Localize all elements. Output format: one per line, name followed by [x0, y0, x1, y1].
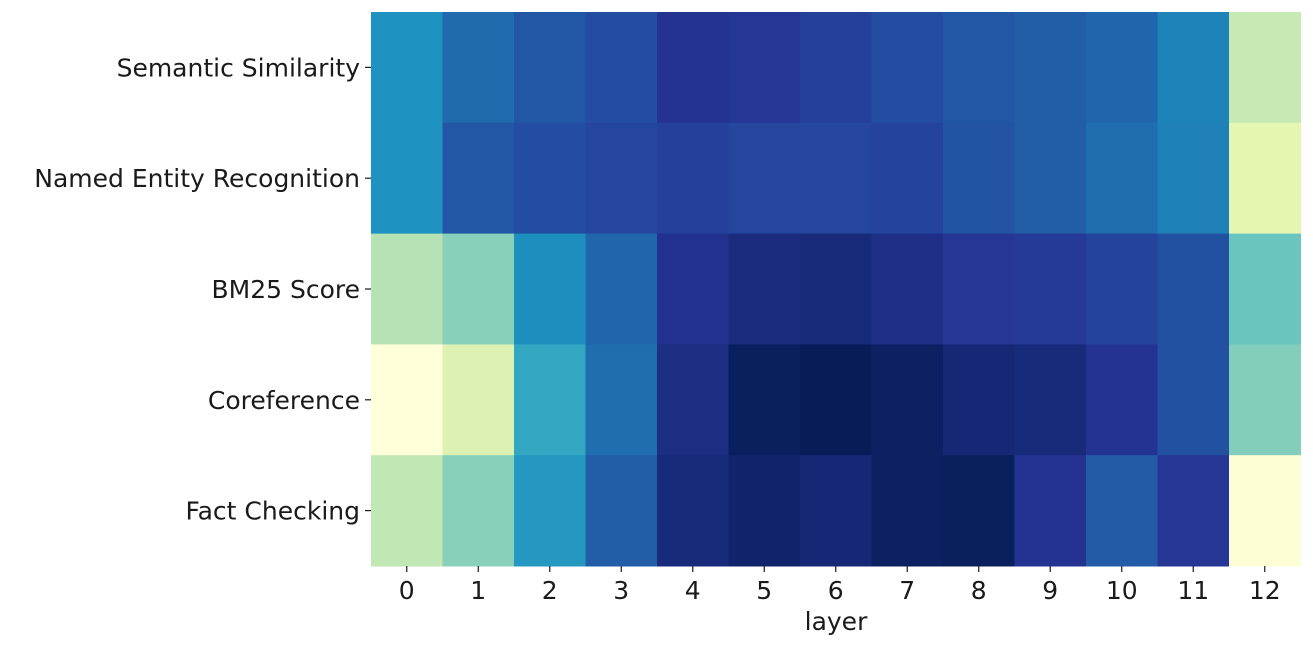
y-tick-label: Coreference: [208, 386, 360, 415]
heatmap-cell: [442, 122, 515, 235]
heatmap-cell: [1157, 122, 1230, 235]
heatmap-cell: [657, 344, 729, 456]
heatmap-cell: [1014, 455, 1087, 567]
heatmap-cell: [871, 12, 944, 124]
heatmap-cell: [1157, 344, 1230, 456]
heatmap-cell: [514, 344, 586, 456]
y-tick-label: Semantic Similarity: [117, 53, 361, 82]
heatmap-cell: [943, 455, 1015, 567]
heatmap-cell: [800, 122, 872, 235]
x-axis: 0 1 2 3 4 5 6 7 8 9 10 11 12: [399, 566, 1281, 605]
heatmap-cell: [585, 12, 658, 124]
heatmap-cell: [1014, 12, 1087, 124]
heatmap-cell: [1086, 233, 1158, 345]
heatmap-cell: [800, 233, 872, 345]
heatmap-cell: [585, 122, 658, 235]
heatmap-cell: [371, 12, 443, 124]
heatmap-cell: [800, 344, 872, 456]
x-tick-label: 7: [899, 576, 915, 605]
heatmap-cell: [1086, 455, 1158, 567]
heatmap-cell: [728, 344, 801, 456]
x-tick-label: 3: [613, 576, 629, 605]
x-axis-title: layer: [805, 607, 868, 636]
x-tick-label: 8: [971, 576, 987, 605]
heatmap-cell: [871, 233, 944, 345]
x-tick-label: 6: [828, 576, 844, 605]
x-tick-label: 4: [685, 576, 701, 605]
heatmap-cell: [371, 344, 443, 456]
y-tick-label: Fact Checking: [186, 497, 360, 526]
heatmap-cell: [585, 233, 658, 345]
heatmap-cell: [1086, 12, 1158, 124]
heatmap-cell: [1086, 122, 1158, 235]
heatmap-cell: [728, 12, 801, 124]
heatmap-cell: [371, 122, 443, 235]
heatmap-cell: [585, 344, 658, 456]
heatmap-cell: [371, 233, 443, 345]
heatmap-cell: [1014, 233, 1087, 345]
x-tick-label: 11: [1177, 576, 1209, 605]
heatmap-cell: [1229, 122, 1301, 235]
heatmap-cell: [943, 233, 1015, 345]
heatmap-cell: [800, 12, 872, 124]
heatmap-cell: [800, 455, 872, 567]
heatmap-cell: [728, 122, 801, 235]
heatmap-cell: [514, 122, 586, 235]
heatmap-cell: [871, 455, 944, 567]
x-tick-label: 10: [1106, 576, 1138, 605]
heatmap-cell: [943, 12, 1015, 124]
heatmap-cell: [514, 233, 586, 345]
x-tick-label: 12: [1249, 576, 1281, 605]
y-axis: Semantic Similarity Named Entity Recognit…: [34, 53, 371, 526]
heatmap-cell: [1014, 122, 1087, 235]
heatmap-cell: [514, 455, 586, 567]
heatmap-cell: [442, 12, 515, 124]
heatmap-cell: [585, 455, 658, 567]
heatmap-cell: [871, 122, 944, 235]
heatmap-cell: [442, 344, 515, 456]
heatmap-cell: [514, 12, 586, 124]
x-tick-label: 0: [399, 576, 415, 605]
heatmap-cell: [1157, 12, 1230, 124]
heatmap-cell: [442, 455, 515, 567]
heatmap-cell: [1014, 344, 1087, 456]
heatmap-cell: [657, 122, 729, 235]
heatmap-cell: [1086, 344, 1158, 456]
heatmap-cell: [1229, 344, 1301, 456]
heatmap-cell: [371, 455, 443, 567]
y-tick-label: Named Entity Recognition: [34, 164, 360, 193]
heatmap-cell: [1157, 233, 1230, 345]
heatmap-cell: [943, 122, 1015, 235]
heatmap-cell: [1229, 12, 1301, 124]
heatmap-cell: [871, 344, 944, 456]
heatmap-cell: [1229, 455, 1301, 567]
x-tick-label: 5: [756, 576, 772, 605]
x-tick-label: 1: [470, 576, 486, 605]
heatmap-cell: [943, 344, 1015, 456]
heatmap-cell: [1229, 233, 1301, 345]
heatmap-cell: [657, 233, 729, 345]
heatmap-cell: [728, 233, 801, 345]
x-tick-label: 2: [542, 576, 558, 605]
x-tick-label: 9: [1042, 576, 1058, 605]
heatmap-cell: [442, 233, 515, 345]
y-tick-label: BM25 Score: [212, 275, 361, 304]
heatmap-cell: [657, 12, 729, 124]
heatmap-cell: [1157, 455, 1230, 567]
heatmap-cell: [657, 455, 729, 567]
heatmap-cell: [728, 455, 801, 567]
cells-layer: [371, 12, 1301, 567]
